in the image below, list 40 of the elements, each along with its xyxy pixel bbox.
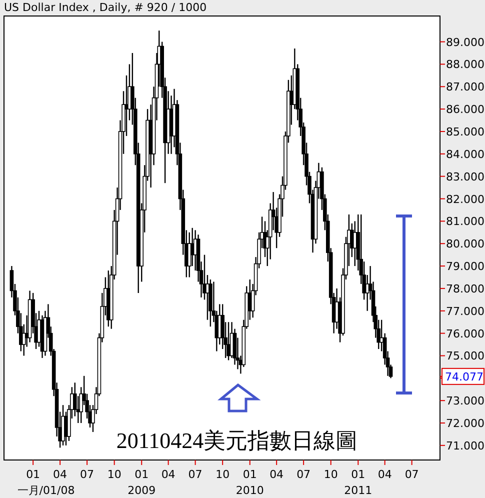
chart-title: US Dollar Index , Daily, # 920 / 1000 [4, 1, 207, 14]
y-tick-label: 83.000 [446, 170, 484, 184]
y-tick-label: 74.077 [445, 370, 484, 384]
x-tick-label: 01 [26, 468, 40, 481]
text: 2009 [128, 484, 156, 497]
y-tick-label: 88.000 [446, 58, 484, 72]
x-tick-label: 10 [216, 468, 230, 481]
x-tick-label: 07 [296, 468, 311, 481]
y-tick-label: 71.000 [446, 439, 484, 452]
x-tick-label: 04 [378, 468, 392, 481]
text: 2011 [344, 484, 372, 497]
annotation: 20110424美元指數日線圖 [116, 428, 358, 453]
x-tick-label: 04 [53, 468, 68, 481]
y-tick-label: 79.000 [446, 260, 484, 274]
y-tick-label: 77.000 [446, 304, 484, 318]
y-tick-label: 86.000 [446, 103, 484, 116]
y-tick-label: 80.000 [446, 238, 484, 251]
text: 2010 [236, 484, 264, 497]
x-tick-label: 07 [188, 468, 202, 481]
x-tick-label: 04 [270, 468, 284, 481]
y-tick-label: 84.000 [446, 148, 484, 161]
y-tick-label: 89.000 [446, 36, 484, 49]
x-tick-label: 01 [242, 468, 257, 481]
y-tick-label: 85.000 [446, 125, 484, 138]
x-tick-label: 07 [404, 468, 419, 481]
x-tick-label: 10 [324, 468, 338, 481]
y-tick-label: 72.000 [446, 417, 484, 430]
y-tick-label: 87.000 [446, 80, 484, 94]
y-tick-label: 75.000 [446, 350, 484, 363]
y-tick-label: 81.000 [446, 215, 484, 228]
y-tick-label: 78.000 [446, 282, 484, 296]
x-tick-label: 01 [351, 468, 366, 481]
text: 一月/01/08 [17, 484, 75, 497]
y-tick-label: 76.000 [446, 327, 484, 340]
x-tick-label: 01 [134, 468, 149, 481]
x-tick-label: 04 [161, 468, 176, 481]
y-tick-label: 82.000 [446, 192, 484, 206]
y-tick-label: 73.000 [446, 394, 484, 408]
x-tick-label: 07 [80, 468, 94, 481]
x-tick-label: 10 [107, 468, 122, 481]
